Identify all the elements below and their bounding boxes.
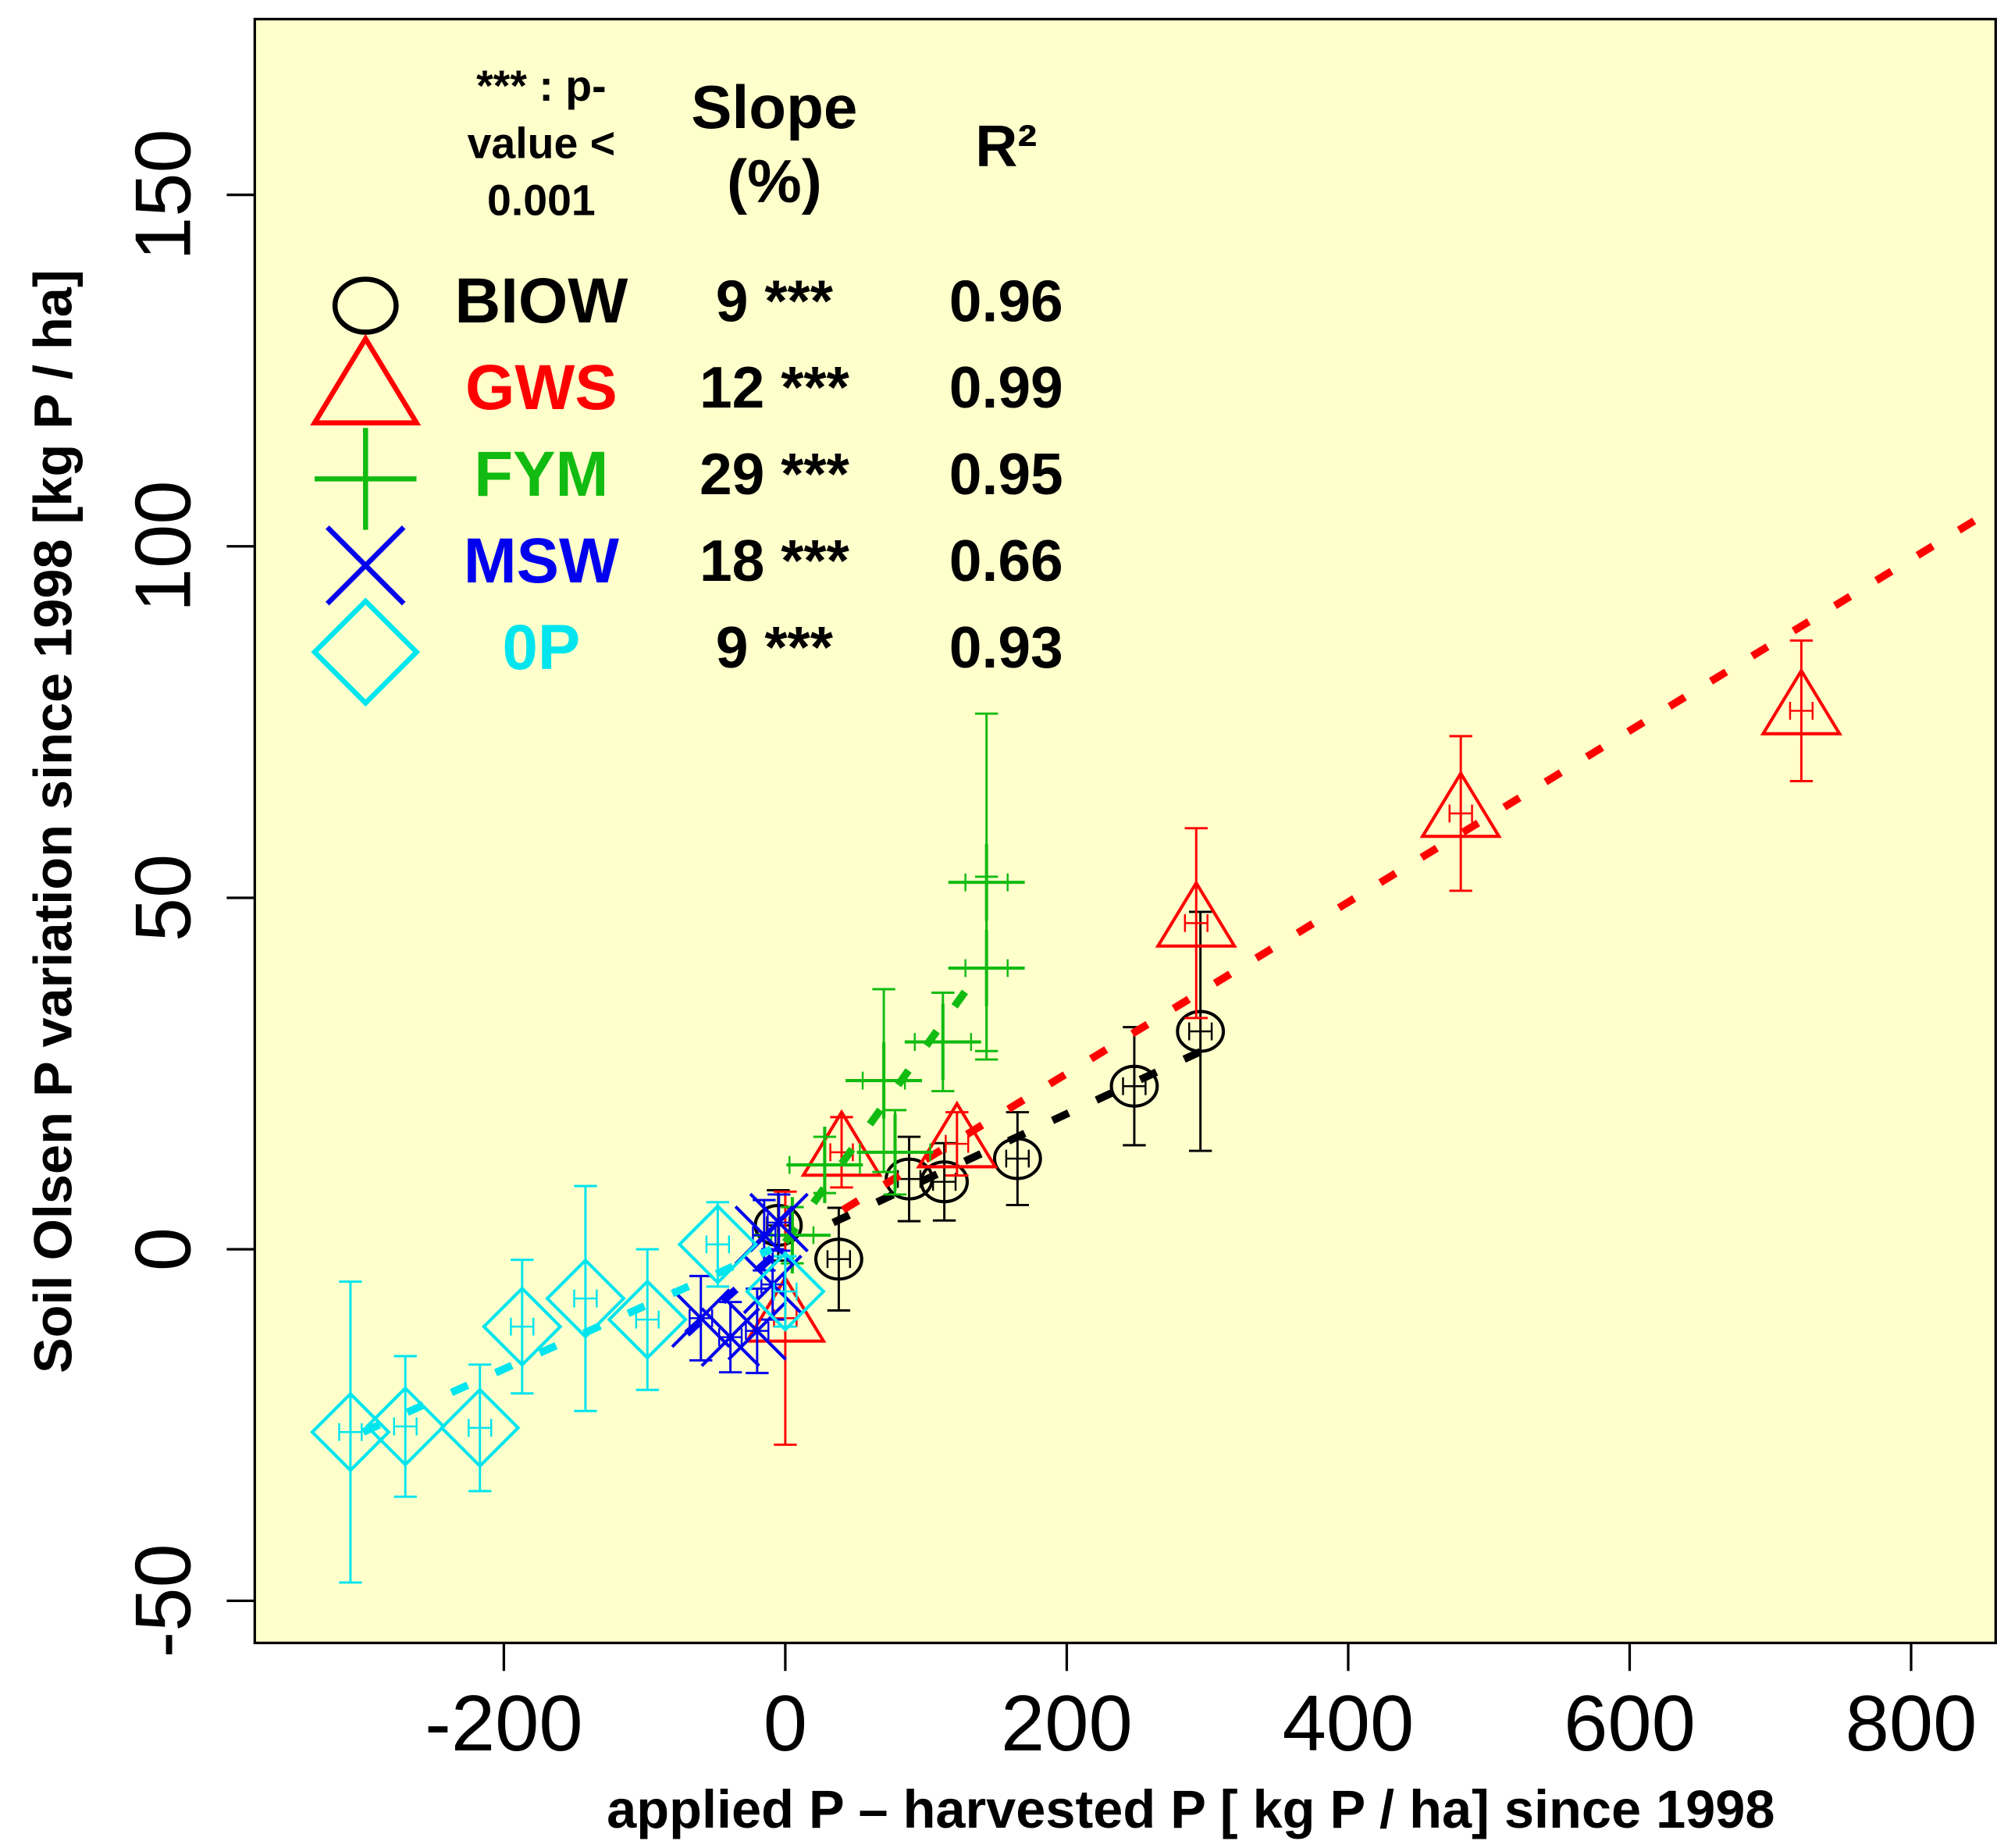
legend-slope: 9 *** <box>716 268 834 333</box>
x-error-bar <box>1789 702 1814 720</box>
data-point <box>1760 668 1842 735</box>
x-error-bar <box>338 1422 363 1441</box>
x-axis-title: applied P – harvested P [ kg P / ha] sin… <box>607 1779 1775 1839</box>
legend-label: MSW <box>464 525 619 596</box>
legend-slope: 18 *** <box>699 528 850 593</box>
y-tick-label: 0 <box>119 1227 208 1271</box>
legend-header: R² <box>975 112 1037 178</box>
data-point <box>916 1100 998 1169</box>
data-point <box>786 1127 863 1204</box>
data-point <box>904 1003 981 1081</box>
legend-r2: 0.99 <box>949 354 1063 420</box>
data-point <box>1155 880 1237 948</box>
legend-slope: 12 *** <box>699 354 850 420</box>
x-tick-label: 200 <box>1001 1679 1133 1768</box>
x-error-bar <box>635 1310 660 1329</box>
data-point <box>607 1279 689 1361</box>
plot-content <box>310 504 1997 1584</box>
legend-r2: 0.93 <box>949 614 1063 680</box>
x-error-bar <box>705 1235 731 1254</box>
data-point <box>742 1255 803 1315</box>
x-tick-label: 400 <box>1283 1679 1415 1768</box>
y-tick-label: 50 <box>119 854 208 942</box>
legend-slope: 29 *** <box>699 441 850 507</box>
data-point <box>1176 1009 1226 1053</box>
x-error-bar <box>773 1282 798 1301</box>
legend-header: Slope <box>691 73 857 141</box>
x-error-bar <box>468 1419 493 1437</box>
data-point <box>1419 770 1502 839</box>
data-point <box>727 1301 787 1361</box>
x-error-bar <box>1184 913 1209 932</box>
data-point <box>700 1307 760 1367</box>
data-point <box>310 1391 391 1473</box>
data-point <box>481 1286 563 1368</box>
y-axis-title: Soil Olsen P variation since 1998 [kg P … <box>23 269 84 1373</box>
y-tick-label: 100 <box>119 480 208 612</box>
data-point <box>948 844 1025 921</box>
plot-area <box>253 17 1997 1644</box>
x-error-bar <box>826 1250 852 1269</box>
legend-marker <box>326 525 406 606</box>
legend-marker <box>310 333 422 426</box>
trend-line <box>841 504 1997 1213</box>
data-point <box>545 1258 626 1340</box>
data-point <box>677 1204 759 1285</box>
x-tick-label: 0 <box>764 1679 807 1768</box>
legend-slope: 9 *** <box>716 614 834 680</box>
legend-header: (%) <box>727 147 822 215</box>
legend-label: 0P <box>502 612 580 683</box>
x-tick-label: 600 <box>1564 1679 1696 1768</box>
x-error-bar <box>1448 804 1473 823</box>
x-error-bar <box>393 1417 418 1436</box>
data-point <box>885 1157 934 1201</box>
data-point <box>856 1113 934 1191</box>
legend-header: 0.001 <box>487 176 596 225</box>
data-point <box>845 1042 923 1119</box>
legend-marker <box>311 597 421 707</box>
data-point <box>439 1387 521 1469</box>
data-point <box>1109 1064 1159 1108</box>
data-point <box>749 1192 809 1253</box>
legend-marker <box>314 428 417 530</box>
data-point <box>920 1160 969 1204</box>
x-tick-label: -200 <box>425 1679 582 1768</box>
y-tick-label: -50 <box>119 1544 208 1658</box>
legend-label: FYM <box>474 439 608 510</box>
x-error-bar <box>945 1134 970 1153</box>
data-point <box>745 1251 826 1332</box>
legend-label: BIOW <box>454 265 628 336</box>
x-error-bar <box>510 1317 535 1336</box>
legend-label: GWS <box>465 352 618 423</box>
data-point <box>813 1237 863 1281</box>
x-tick-label: 800 <box>1846 1679 1977 1768</box>
trend-line <box>781 987 970 1244</box>
legend-header: *** : p- <box>476 62 606 110</box>
x-error-bar <box>1188 1022 1213 1041</box>
x-error-bar <box>1005 1149 1030 1168</box>
legend-r2: 0.66 <box>949 528 1063 593</box>
legend-r2: 0.95 <box>949 441 1063 507</box>
y-tick-label: 150 <box>119 129 208 261</box>
data-point <box>992 1137 1042 1180</box>
x-error-bar <box>573 1289 598 1308</box>
legend-marker <box>332 276 399 335</box>
trend-line <box>684 1242 788 1337</box>
legend-r2: 0.96 <box>949 268 1063 333</box>
x-error-bar <box>1122 1077 1147 1095</box>
legend-header: value < <box>468 119 616 167</box>
